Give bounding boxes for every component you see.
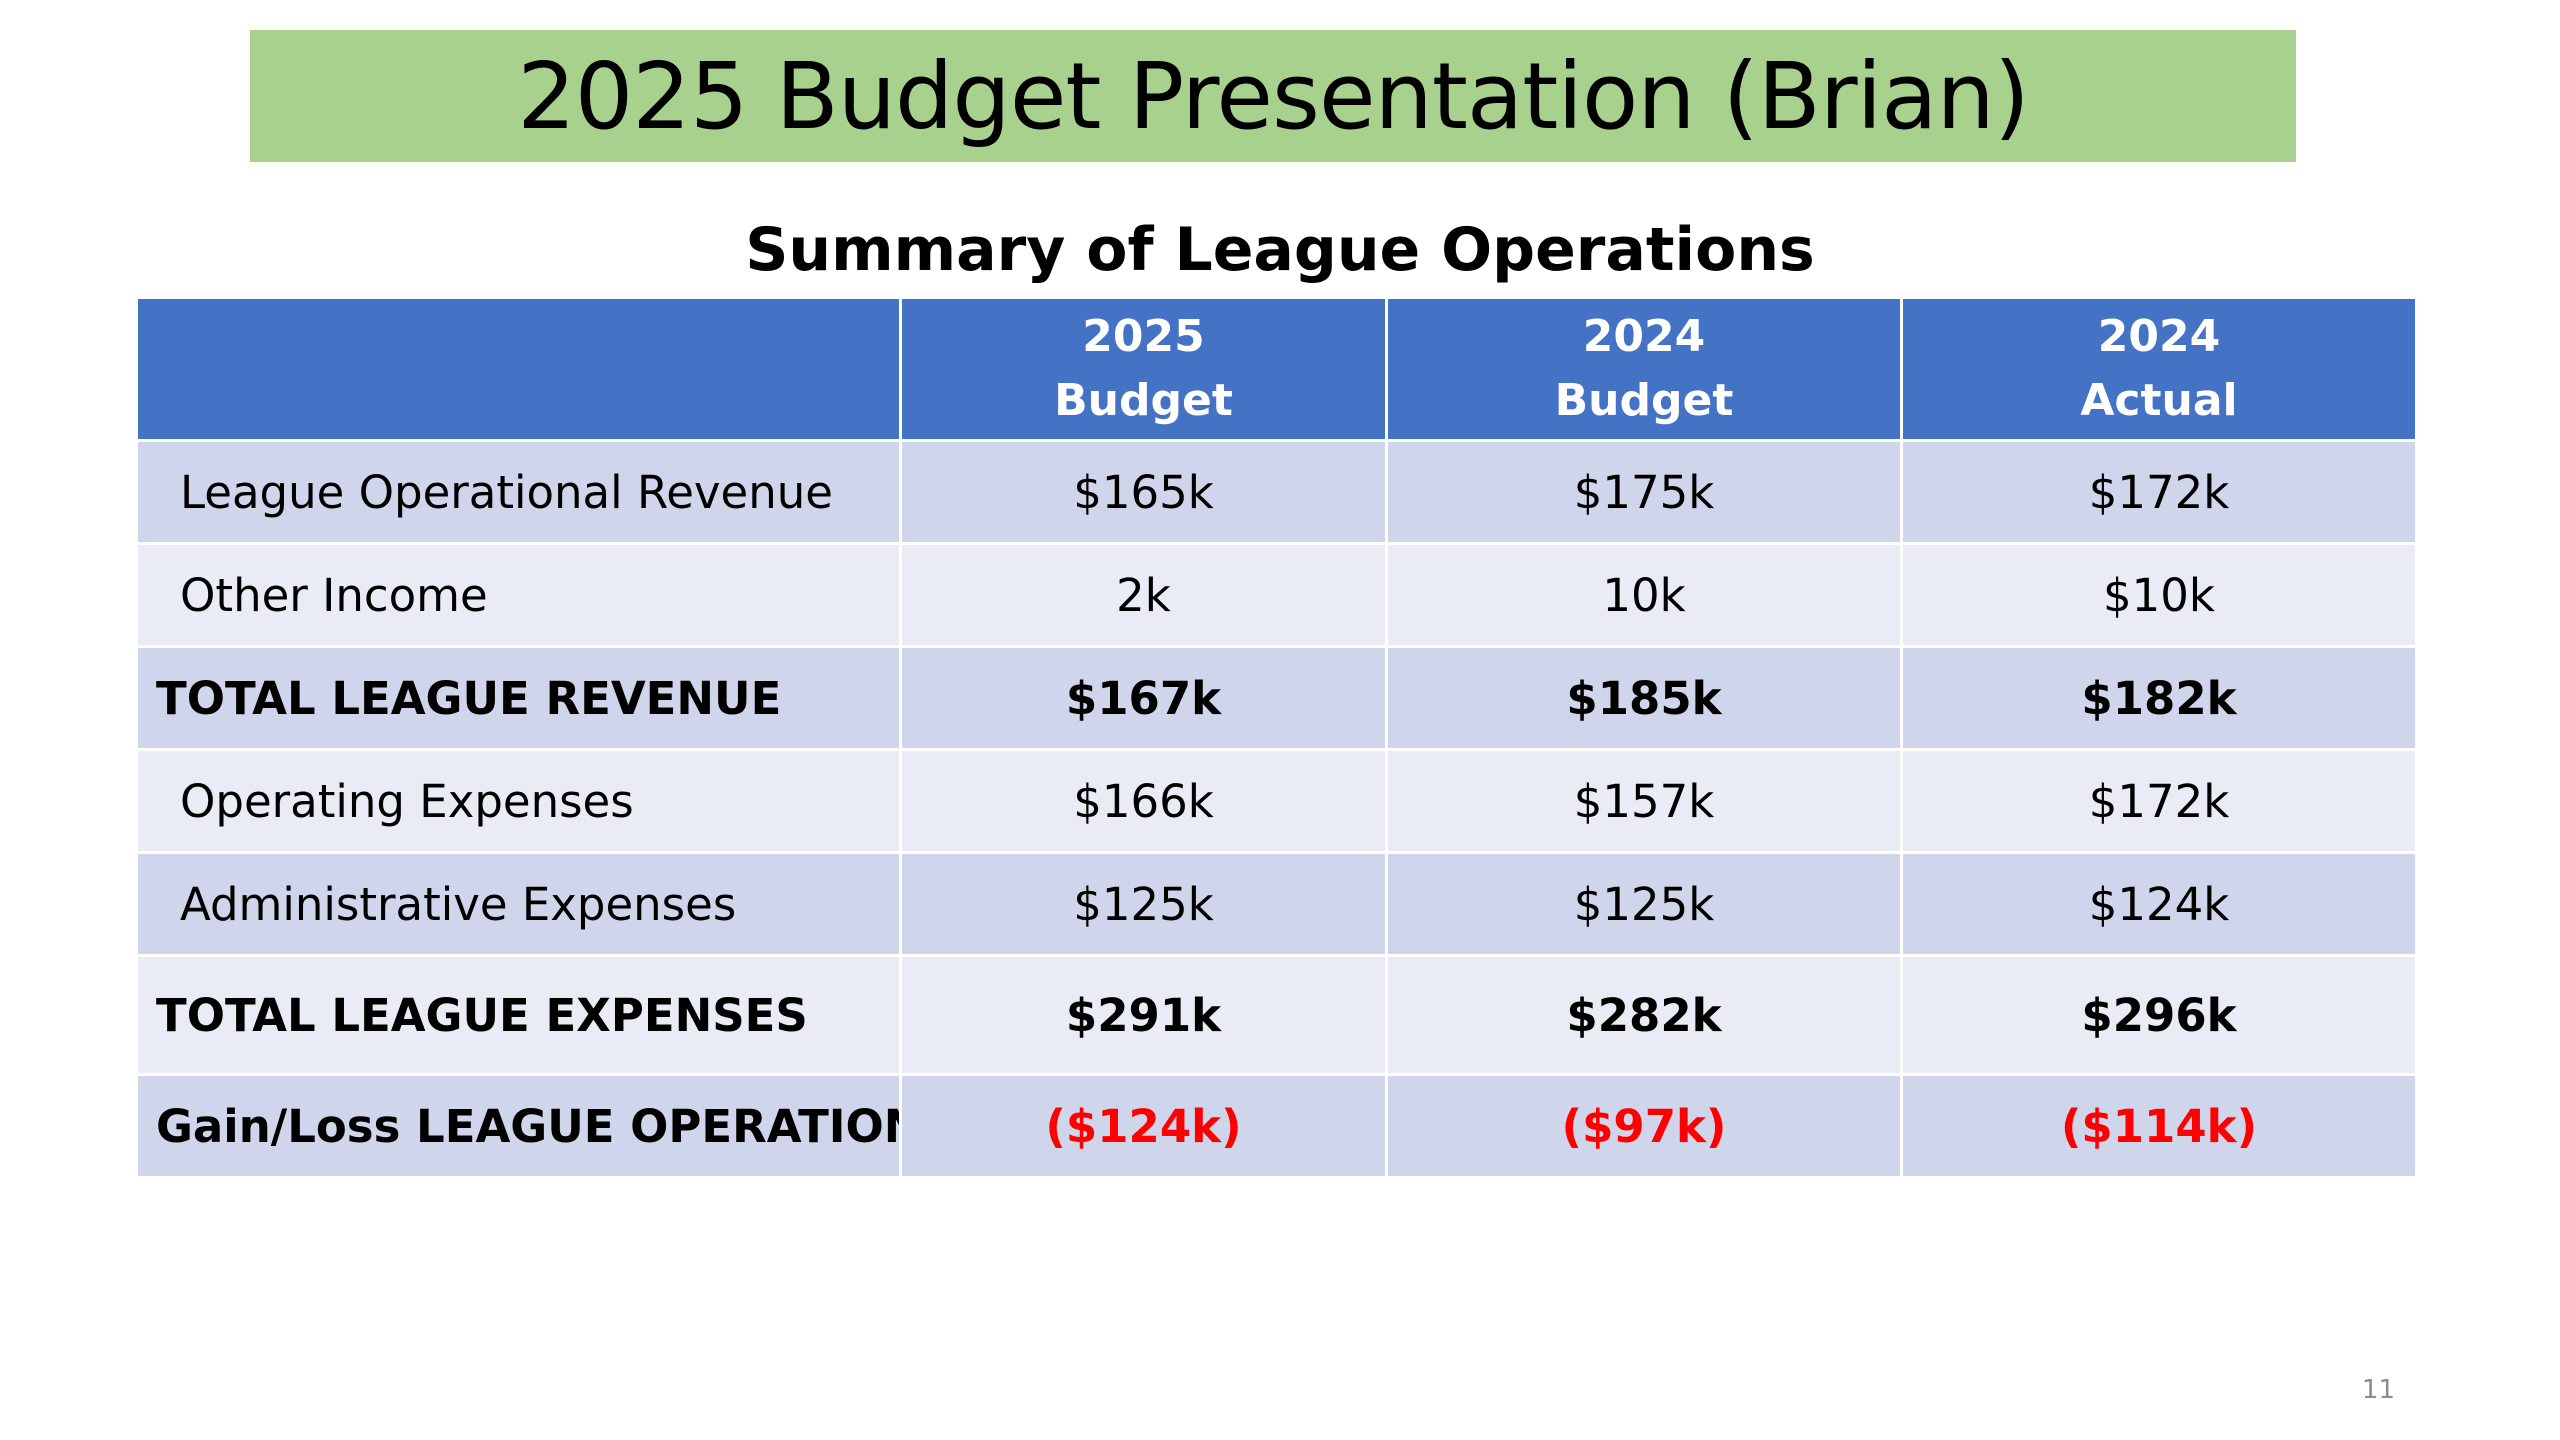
header-cell-2024-actual: 2024 Actual (1900, 296, 2418, 442)
row-label: League Operational Revenue (135, 439, 902, 545)
row-label: Operating Expenses (135, 748, 902, 854)
value-cell: $182k (1900, 645, 2418, 751)
header-year: 2025 (1082, 311, 1205, 362)
value-cell: $172k (1900, 439, 2418, 545)
table-row: Other Income 2k 10k $10k (135, 542, 2418, 648)
table-heading: Summary of League Operations (745, 215, 1815, 285)
negative-value-cell: ($124k) (899, 1073, 1388, 1179)
value-cell: $282k (1385, 954, 1903, 1076)
header-cell-empty (135, 296, 902, 442)
value-cell: $167k (899, 645, 1388, 751)
value-cell: 2k (899, 542, 1388, 648)
negative-value-cell: ($114k) (1900, 1073, 2418, 1179)
row-label: Gain/Loss LEAGUE OPERATIONS (135, 1073, 902, 1179)
value-cell: $124k (1900, 851, 2418, 957)
value-cell: $125k (899, 851, 1388, 957)
header-type: Budget (1554, 375, 1734, 426)
row-label: Administrative Expenses (135, 851, 902, 957)
negative-value-cell: ($97k) (1385, 1073, 1903, 1179)
value-cell: $185k (1385, 645, 1903, 751)
table-row: League Operational Revenue $165k $175k $… (135, 439, 2418, 545)
value-cell: $157k (1385, 748, 1903, 854)
row-label: Other Income (135, 542, 902, 648)
value-cell: $291k (899, 954, 1388, 1076)
header-cell-2024-budget: 2024 Budget (1385, 296, 1903, 442)
value-cell: $175k (1385, 439, 1903, 545)
value-cell: $166k (899, 748, 1388, 854)
header-type: Budget (1054, 375, 1233, 426)
total-expenses-row: TOTAL LEAGUE EXPENSES $291k $282k $296k (135, 954, 2418, 1076)
total-revenue-row: TOTAL LEAGUE REVENUE $167k $185k $182k (135, 645, 2418, 751)
value-cell: $165k (899, 439, 1388, 545)
header-year: 2024 (1582, 311, 1706, 362)
page-number: 11 (2361, 1375, 2395, 1405)
value-cell: $125k (1385, 851, 1903, 957)
gain-loss-row: Gain/Loss LEAGUE OPERATIONS ($124k) ($97… (135, 1073, 2418, 1179)
row-label: TOTAL LEAGUE REVENUE (135, 645, 902, 751)
table-row: Operating Expenses $166k $157k $172k (135, 748, 2418, 854)
summary-table: 2025 Budget 2024 Budget 2024 Actual Leag… (135, 296, 2418, 1179)
slide-title-banner: 2025 Budget Presentation (Brian) (250, 30, 2296, 162)
header-cell-2025-budget: 2025 Budget (899, 296, 1388, 442)
value-cell: $172k (1900, 748, 2418, 854)
header-type: Actual (2080, 375, 2238, 426)
row-label: TOTAL LEAGUE EXPENSES (135, 954, 902, 1076)
value-cell: $296k (1900, 954, 2418, 1076)
table-row: Administrative Expenses $125k $125k $124… (135, 851, 2418, 957)
value-cell: 10k (1385, 542, 1903, 648)
header-year: 2024 (2097, 311, 2221, 362)
table-header-row: 2025 Budget 2024 Budget 2024 Actual (135, 296, 2418, 442)
value-cell: $10k (1900, 542, 2418, 648)
slide-title: 2025 Budget Presentation (Brian) (517, 42, 2030, 150)
